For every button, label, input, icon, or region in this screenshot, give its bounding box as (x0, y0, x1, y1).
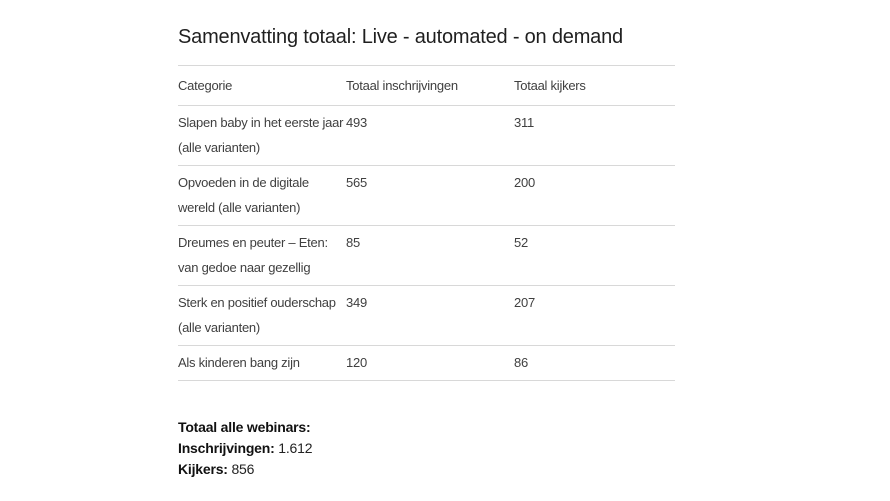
column-header-categorie: Categorie (178, 65, 346, 106)
kijkers-cell: 86 (514, 345, 675, 381)
totals-kijkers-value: 856 (231, 461, 255, 477)
category-cell: Sterk en positief ouderschap (alle varia… (178, 285, 346, 346)
table-row: Opvoeden in de digitale wereld (alle var… (178, 165, 675, 226)
table-row: Sterk en positief ouderschap (alle varia… (178, 285, 675, 346)
table-row: Dreumes en peuter – Eten: van gedoe naar… (178, 225, 675, 286)
totals-inschrijvingen-row: Inschrijvingen: 1.612 (178, 438, 313, 459)
table-row: Als kinderen bang zijn 120 86 (178, 345, 675, 381)
totals-heading: Totaal alle webinars: (178, 417, 312, 438)
inschrijvingen-cell: 85 (346, 225, 514, 286)
inschrijvingen-cell: 565 (346, 165, 514, 226)
category-cell: Dreumes en peuter – Eten: van gedoe naar… (178, 225, 346, 286)
kijkers-cell: 200 (514, 165, 675, 226)
kijkers-cell: 52 (514, 225, 675, 286)
totals-kijkers-row: Kijkers: 856 (178, 459, 312, 480)
table-header-row: Categorie Totaal inschrijvingen Totaal k… (178, 65, 675, 106)
inschrijvingen-cell: 349 (346, 285, 514, 346)
page-title: Samenvatting totaal: Live - automated - … (178, 26, 623, 48)
totals-heading-label: Totaal alle webinars: (178, 419, 311, 435)
table-row: Slapen baby in het eerste jaar (alle var… (178, 105, 675, 166)
column-header-kijkers: Totaal kijkers (514, 65, 675, 106)
kijkers-cell: 311 (514, 105, 675, 166)
totals-inschrijvingen-value: 1.612 (278, 440, 313, 456)
column-header-inschrijvingen: Totaal inschrijvingen (346, 65, 514, 106)
summary-table: Categorie Totaal inschrijvingen Totaal k… (178, 65, 675, 381)
category-cell: Als kinderen bang zijn (178, 345, 346, 381)
category-cell: Slapen baby in het eerste jaar (alle var… (178, 105, 346, 166)
kijkers-cell: 207 (514, 285, 675, 346)
category-cell: Opvoeden in de digitale wereld (alle var… (178, 165, 346, 226)
inschrijvingen-cell: 120 (346, 345, 514, 381)
totals-kijkers-label: Kijkers: (178, 461, 228, 477)
totals-inschrijvingen-label: Inschrijvingen: (178, 440, 275, 456)
inschrijvingen-cell: 493 (346, 105, 514, 166)
totals-summary: Totaal alle webinars: Inschrijvingen: 1.… (178, 417, 313, 480)
